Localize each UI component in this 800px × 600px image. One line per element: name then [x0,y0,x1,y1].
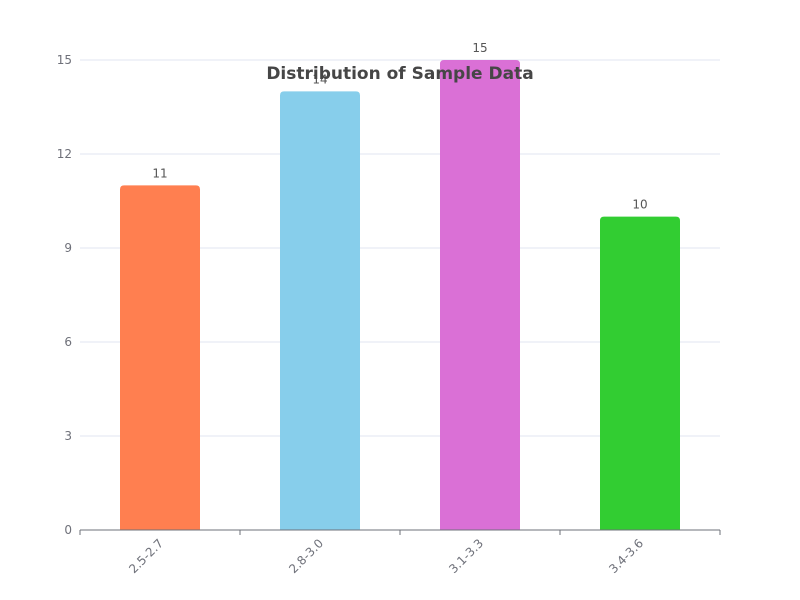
chart-title: Distribution of Sample Data [266,64,533,84]
y-tick-label: 12 [57,147,72,161]
bar [440,60,520,530]
bar-value-label: 11 [152,166,167,180]
bar-value-label: 14 [312,72,327,86]
bar [280,91,360,530]
bar [120,185,200,531]
y-tick-label: 3 [64,429,72,443]
data-labels: 11 14 15 10 [152,41,647,212]
x-tick-label: 3.4-3.6 [606,536,646,576]
bars [120,60,680,531]
bar-value-label: 15 [472,41,487,55]
x-tick-label: 3.1-3.3 [446,536,486,576]
x-tick-label: 2.8-3.0 [286,536,326,576]
bar-value-label: 10 [632,198,647,212]
bar [600,216,680,530]
y-tick-label: 15 [57,53,72,67]
y-tick-label: 6 [64,335,72,349]
y-tick-label: 9 [64,241,72,255]
y-tick-label: 0 [64,523,72,537]
x-tick-label: 2.5-2.7 [126,536,166,576]
